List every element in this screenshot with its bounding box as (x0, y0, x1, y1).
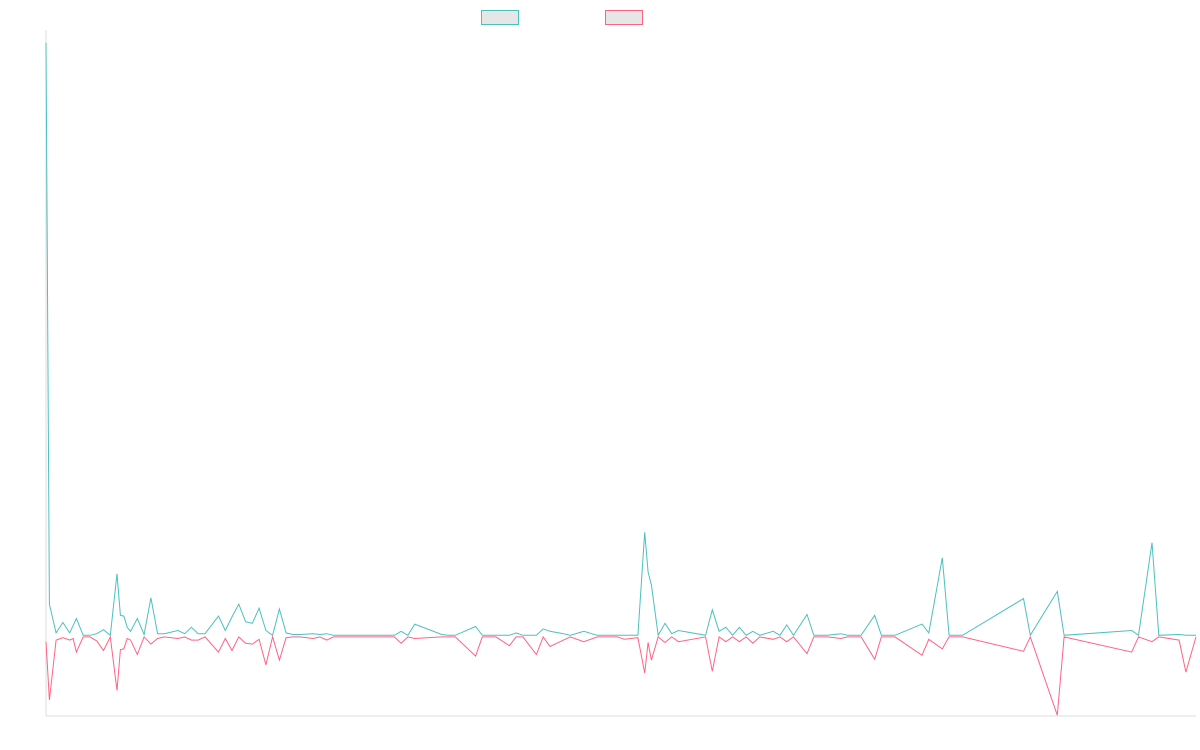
series-line-1 (45, 42, 1196, 637)
legend-swatch-1[interactable] (481, 10, 519, 25)
series-layer (45, 42, 1197, 716)
legend-swatch-2[interactable] (605, 10, 643, 25)
series-line-2 (45, 634, 1197, 716)
